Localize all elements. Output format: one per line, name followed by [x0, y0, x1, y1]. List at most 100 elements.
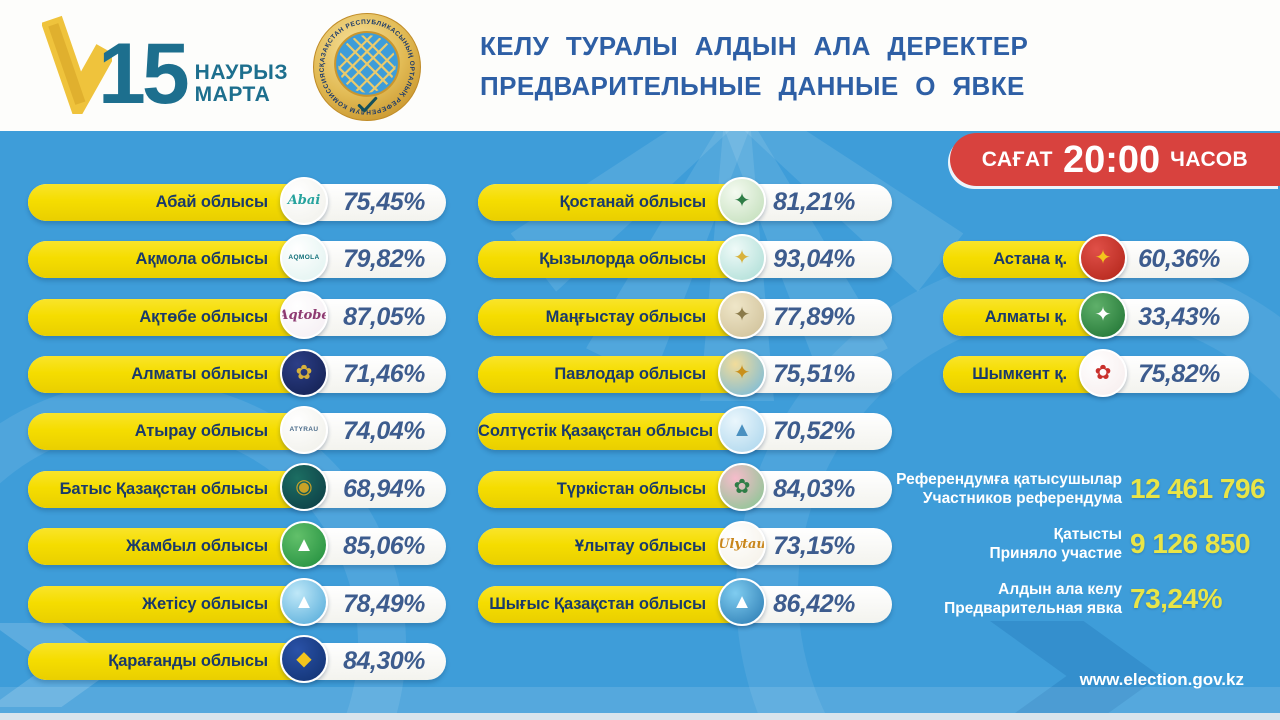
region-name-highlight: [28, 184, 314, 221]
region-row: Абай облысы Abai 75,45%: [28, 176, 446, 225]
region-turnout: 75,82%: [1138, 360, 1220, 388]
region-name-highlight: [28, 298, 314, 336]
region-emblem-icon: ✿: [718, 463, 766, 512]
region-name-highlight: [478, 241, 752, 279]
region-turnout: 71,46%: [343, 360, 425, 389]
region-name-highlight: [28, 241, 314, 279]
region-row: Түркістан облысы ✿ 84,03%: [478, 463, 892, 512]
region-name-highlight: [28, 585, 314, 623]
region-emblem-icon: ▲: [280, 578, 328, 626]
region-emblem-icon: ✦: [718, 176, 766, 225]
region-row: Атырау облысы ATYRAU 74,04%: [28, 405, 446, 454]
region-row: Солтүстік Қазақстан облысы ▲ 70,52%: [478, 405, 892, 454]
region-emblem-icon: Abai: [280, 176, 328, 225]
time-value: 20:00: [1062, 138, 1161, 181]
region-name: Ақтөбе облысы: [139, 307, 268, 326]
region-name-highlight: [28, 642, 314, 680]
region-name-highlight: [478, 356, 752, 394]
date-number: 15: [98, 25, 190, 122]
time-badge: САҒАТ 20:00 ЧАСОВ: [950, 133, 1280, 186]
region-emblem-icon: ✿: [1079, 348, 1127, 397]
region-name: Маңғыстау облысы: [545, 307, 706, 326]
region-row: Шымкент қ. ✿ 75,82%: [943, 348, 1249, 397]
bottom-strip: [0, 713, 1280, 720]
website-link[interactable]: www.election.gov.kz: [1079, 670, 1244, 689]
region-row: Ұлытау облысы Ulytau 73,15%: [478, 520, 892, 569]
stat-value-turnout: 73,24%: [1130, 583, 1222, 614]
region-emblem-icon: Ulytau: [718, 520, 766, 569]
region-emblem-icon: Aqtobe: [280, 291, 328, 340]
commission-seal-icon: ҚАЗАҚСТАН РЕСПУБЛИКАСЫНЫҢ ОРТАЛЫҚ РЕФЕРЕ…: [313, 13, 421, 121]
region-name-highlight: [28, 413, 314, 451]
stat-value-took-part: 9 126 850: [1130, 528, 1251, 559]
region-name-highlight: [28, 528, 314, 566]
header: 15 НАУРЫЗ МАРТА ҚАЗАҚСТАН РЕСПУБЛИКАСЫНЫ…: [0, 0, 1280, 131]
region-turnout: 93,04%: [773, 245, 855, 274]
region-name-highlight: [478, 184, 752, 221]
region-name-highlight: [478, 528, 752, 566]
region-name: Қостанай облысы: [559, 193, 707, 211]
region-name-highlight: [28, 470, 314, 508]
wave-decoration: [0, 687, 1280, 713]
stat-value-participants: 12 461 796: [1130, 473, 1266, 504]
time-badge-suffix: ЧАСОВ: [1170, 147, 1249, 171]
region-emblem-icon: ✦: [718, 291, 766, 340]
region-name-highlight: [478, 413, 752, 451]
region-turnout: 78,49%: [343, 589, 425, 618]
region-name: Павлодар облысы: [554, 365, 706, 384]
stat-label-took-part: Қатысты Приняло участие: [989, 526, 1122, 562]
region-row: Павлодар облысы ✦ 75,51%: [478, 348, 892, 397]
region-row: Батыс Қазақстан облысы ◉ 68,94%: [28, 463, 446, 512]
region-name: Шығыс Қазақстан облысы: [489, 594, 706, 613]
time-badge-prefix: САҒАТ: [981, 147, 1053, 171]
region-emblem-icon: ✿: [280, 348, 328, 397]
region-turnout: 81,21%: [773, 188, 855, 216]
region-turnout: 86,42%: [773, 589, 855, 618]
region-name: Шымкент қ.: [972, 365, 1067, 383]
region-turnout: 74,04%: [343, 417, 425, 446]
region-name: Абай облысы: [155, 193, 269, 211]
region-row: Шығыс Қазақстан облысы ▲ 86,42%: [478, 578, 892, 626]
region-name-highlight: [478, 298, 752, 336]
region-emblem-icon: ▲: [718, 405, 766, 454]
region-row: Ақмола облысы AQMOLA 79,82%: [28, 233, 446, 282]
region-turnout: 75,45%: [343, 188, 425, 216]
page-title: КЕЛУ ТУРАЛЫ АЛДЫН АЛА ДЕРЕКТЕР ПРЕДВАРИТ…: [480, 26, 1065, 106]
region-name: Жетісу облысы: [142, 594, 268, 613]
region-turnout: 73,15%: [773, 532, 855, 561]
region-emblem-icon: ◉: [280, 463, 328, 512]
region-name: Қызылорда облысы: [539, 250, 706, 269]
stat-label-turnout: Алдын ала келу Предварительная явка: [944, 581, 1122, 617]
checkmark-icon: [42, 15, 112, 114]
month-ru: МАРТА: [194, 83, 271, 107]
region-turnout: 87,05%: [343, 302, 425, 331]
region-emblem-icon: ✦: [718, 348, 766, 397]
region-turnout: 70,52%: [773, 417, 855, 446]
region-emblem-icon: AQMOLA: [280, 233, 328, 282]
region-row: Маңғыстау облысы ✦ 77,89%: [478, 291, 892, 340]
region-emblem-icon: ✦: [1079, 233, 1127, 282]
region-emblem-icon: ▲: [718, 578, 766, 626]
region-row: Қызылорда облысы ✦ 93,04%: [478, 233, 892, 282]
region-name: Ақмола облысы: [135, 250, 269, 269]
region-name: Ұлытау облысы: [574, 537, 706, 556]
region-turnout: 33,43%: [1138, 302, 1220, 331]
region-emblem-icon: ATYRAU: [280, 405, 328, 454]
region-turnout: 84,30%: [343, 646, 425, 675]
month-kz: НАУРЫЗ: [194, 60, 288, 84]
region-row: Қостанай облысы ✦ 81,21%: [478, 176, 892, 225]
region-name-highlight: [28, 356, 314, 394]
region-name: Солтүстік Қазақстан облысы: [478, 422, 713, 441]
region-row: Қарағанды облысы ◆ 84,30%: [28, 635, 446, 684]
title-russian: ПРЕДВАРИТЕЛЬНЫЕ ДАННЫЕ О ЯВКЕ: [480, 71, 1025, 101]
region-name: Түркістан облысы: [556, 479, 706, 498]
region-name-highlight: [478, 470, 752, 508]
region-row: Алматы облысы ✿ 71,46%: [28, 348, 446, 397]
stat-label-participants: Референдумға қатысушылар Участников рефе…: [896, 471, 1122, 507]
region-turnout: 75,51%: [773, 360, 855, 389]
region-emblem-icon: ▲: [280, 520, 328, 569]
date-logo: 15 НАУРЫЗ МАРТА: [42, 15, 288, 122]
region-row: Алматы қ. ✦ 33,43%: [943, 291, 1249, 340]
region-name: Батыс Қазақстан облысы: [59, 479, 268, 498]
